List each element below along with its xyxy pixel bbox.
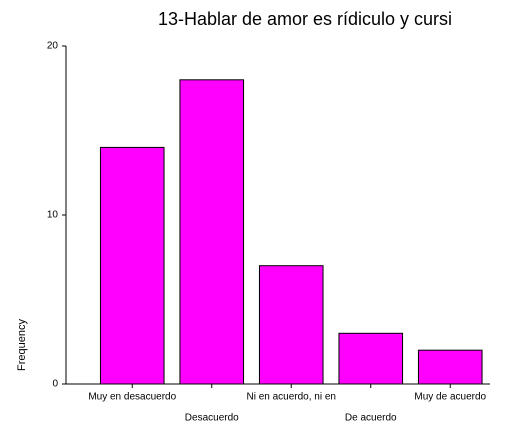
x-tick-label: Muy en desacuerdo xyxy=(88,392,176,403)
bar xyxy=(99,146,165,385)
bar xyxy=(338,332,404,385)
x-tick-label: De acuerdo xyxy=(345,413,397,424)
x-tick-label: Desacuerdo xyxy=(185,413,239,424)
y-tick-label: 0 xyxy=(52,379,58,390)
y-tick-label: 10 xyxy=(47,210,59,221)
y-tick-label: 20 xyxy=(47,41,59,52)
chart-title: 13-Hablar de amor es rídiculo y cursi xyxy=(158,9,452,29)
bar xyxy=(258,265,324,385)
x-tick-label: Ni en acuerdo, ni en xyxy=(246,392,336,403)
bar xyxy=(417,349,483,385)
y-axis-label: Frequency xyxy=(16,319,28,371)
bar xyxy=(179,79,245,385)
x-tick-label: Muy de acuerdo xyxy=(414,392,486,403)
